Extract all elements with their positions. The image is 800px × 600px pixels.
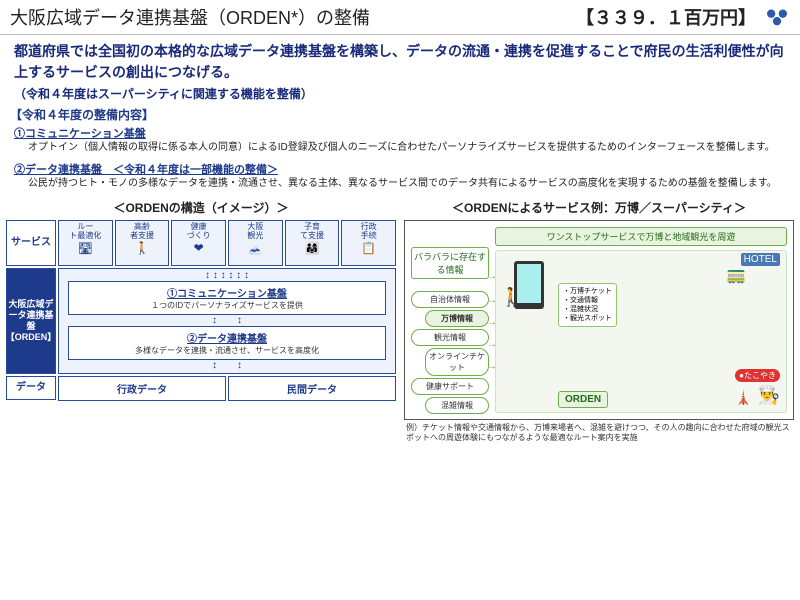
structure-column: ＜ORDENの構造（イメージ）＞ サービス 大阪広域データ連携基盤【ORDEN】… [6, 199, 396, 444]
page-title: 大阪広域データ連携基盤（ORDEN*）の整備 [10, 4, 370, 30]
label-data: データ [6, 376, 56, 400]
sub-intro-text: （令和４年度はスーパーシティに関連する機能を整備） [0, 83, 800, 106]
tower-icon: 🗼 [735, 389, 752, 406]
info-bubble: 万博情報 [425, 310, 489, 327]
orden-badge: ORDEN [558, 391, 608, 408]
item-1-heading: ①コミュニケーション基盤 [14, 125, 786, 141]
comm-platform-title: ①コミュニケーション基盤 [72, 285, 382, 300]
up-arrows-icon: ↕ ↕ ↕ ↕ ↕ ↕ [62, 272, 392, 279]
info-bubble: 健康サポート [411, 378, 489, 395]
example-title: ＜ORDENによるサービス例：万博／スーパーシティ＞ [404, 199, 794, 216]
data-platform-title: ②データ連携基盤 [72, 330, 382, 345]
section-heading: 【令和４年度の整備内容】 [0, 106, 800, 123]
info-bubble: 自治体情報 [411, 291, 489, 308]
service-item: 行政手続📋 [341, 220, 396, 266]
scattered-header: バラバラに存在する情報 [411, 247, 489, 279]
item-2-heading: ②データ連携基盤 ＜令和４年度は一部機能の整備＞ [14, 161, 786, 177]
item-2-title: ②データ連携基盤 [14, 164, 102, 176]
traveler-icon: 🚶 [500, 287, 522, 308]
service-item: 子育て支援👨‍👩‍👧 [285, 220, 340, 266]
structure-title: ＜ORDENの構造（イメージ）＞ [6, 199, 396, 216]
gov-data-box: 行政データ [58, 376, 226, 401]
item-1-body: オプトイン（個人情報の取得に係る本人の同意）によるID登録及び個人のニーズに合わ… [14, 141, 786, 155]
service-item: 大阪観光🗻 [228, 220, 283, 266]
data-platform-sub: 多様なデータを連携・流通させ、サービスを高度化 [72, 345, 382, 356]
comm-platform-box: ①コミュニケーション基盤 １つのIDでパーソナライズサービスを提供 [68, 281, 386, 315]
osaka-logo-icon [764, 7, 790, 27]
budget-amount: 【３３９．１百万円】 [576, 4, 756, 30]
arrow-icon: → [487, 271, 497, 282]
service-item: 高齢者支援🚶 [115, 220, 170, 266]
takoyaki-sign: ●たこやき [735, 369, 780, 382]
data-platform-box: ②データ連携基盤 多様なデータを連携・流通させ、サービスを高度化 [68, 326, 386, 360]
service-item: ルート最適化🛣 [58, 220, 113, 266]
info-bubble: 混雑情報 [425, 397, 489, 414]
tram-icon: 🚃 [726, 265, 746, 285]
mid-arrows-icon: ↕ ↕ [62, 317, 392, 324]
example-caption: 例）チケット情報や交通情報から、万博来場者へ、混雑を避けつつ、その人の趣向に合わ… [404, 420, 794, 444]
feature-list: ・万博チケット・交通情報・混雑状況・観光スポット [558, 283, 617, 327]
orden-block: ↕ ↕ ↕ ↕ ↕ ↕ ①コミュニケーション基盤 １つのIDでパーソナライズサー… [58, 268, 396, 374]
item-2-extra: ＜令和４年度は一部機能の整備＞ [113, 164, 278, 176]
arrow-icon: → [487, 339, 497, 350]
arrow-icon: → [487, 361, 497, 372]
item-2-body: 公民が持つヒト・モノの多様なデータを連携・流通させ、異なる主体、異なるサービス間… [14, 177, 786, 191]
intro-text: 都道府県では全国初の本格的な広域データ連携基盤を構築し、データの流通・連携を促進… [0, 35, 800, 83]
data-row: 行政データ 民間データ [58, 376, 396, 401]
example-column: ＜ORDENによるサービス例：万博／スーパーシティ＞ バラバラに存在する情報 自… [404, 199, 794, 444]
label-orden: 大阪広域データ連携基盤【ORDEN】 [6, 268, 56, 374]
illustration: 🚶 HOTEL 🚃 ・万博チケット・交通情報・混雑状況・観光スポット ORDEN… [495, 250, 787, 413]
label-service: サービス [6, 220, 56, 266]
arrow-icon: → [487, 295, 497, 306]
service-item: 健康づくり❤ [171, 220, 226, 266]
info-bubble: オンラインチケット [425, 348, 489, 376]
header: 大阪広域データ連携基盤（ORDEN*）の整備 【３３９．１百万円】 [0, 0, 800, 35]
comm-platform-sub: １つのIDでパーソナライズサービスを提供 [72, 300, 382, 311]
info-bubble: 観光情報 [411, 329, 489, 346]
shop-icon: 👨‍🍳 [758, 385, 780, 406]
private-data-box: 民間データ [228, 376, 396, 401]
onestop-header: ワンストップサービスで万博と地域観光を周遊 [495, 227, 787, 246]
item-2: ②データ連携基盤 ＜令和４年度は一部機能の整備＞ 公民が持つヒト・モノの多様なデ… [0, 159, 800, 195]
hotel-icon: HOTEL [741, 253, 780, 266]
item-1: ①コミュニケーション基盤 オプトイン（個人情報の取得に係る本人の同意）によるID… [0, 123, 800, 159]
service-row: ルート最適化🛣高齢者支援🚶健康づくり❤大阪観光🗻子育て支援👨‍👩‍👧行政手続📋 [58, 220, 396, 266]
arrow-icon: → [487, 317, 497, 328]
down-arrows-icon: ↕ ↕ [62, 362, 392, 369]
example-box: バラバラに存在する情報 自治体情報万博情報観光情報オンラインチケット健康サポート… [404, 220, 794, 420]
scattered-info: バラバラに存在する情報 自治体情報万博情報観光情報オンラインチケット健康サポート… [411, 227, 489, 413]
